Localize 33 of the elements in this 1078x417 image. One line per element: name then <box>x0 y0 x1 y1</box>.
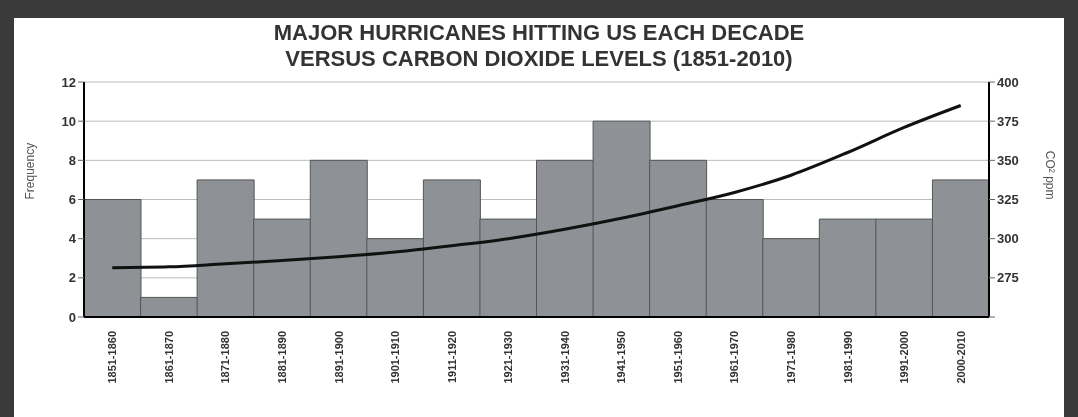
y-tick-label: 12 <box>61 74 76 90</box>
y2-axis-title: CO² ppm <box>1042 150 1057 200</box>
x-tick-label: 1951-1960 <box>671 331 684 384</box>
y-tick-label: 0 <box>68 309 76 325</box>
x-tick-label: 1871-1880 <box>219 331 232 384</box>
y-tick-label: 6 <box>68 192 76 208</box>
x-tick-label: 1961-1970 <box>728 331 741 384</box>
x-tick-label: 1971-1980 <box>785 331 798 384</box>
x-tick-label: 1911-1920 <box>445 331 458 383</box>
y2-tick-label: 400 <box>997 74 1019 90</box>
x-tick-label: 2000-2010 <box>954 331 967 384</box>
y2-tick-label: 375 <box>997 113 1019 129</box>
x-tick-label: 1921-1930 <box>502 331 515 384</box>
y-tick-label: 10 <box>61 113 76 129</box>
x-tick-label: 1901-1910 <box>389 331 402 384</box>
line-series <box>110 104 963 270</box>
y2-tick-label: 325 <box>997 192 1019 208</box>
x-tick-label: 1891-1900 <box>332 331 345 384</box>
y-tick-label: 2 <box>68 270 76 286</box>
chart-title: MAJOR HURRICANES HITTING US EACH DECADE VERSUS CARBON DIOXIDE LEVELS (1851-2010) <box>272 19 806 72</box>
x-tick-label: 1981-1990 <box>841 331 854 384</box>
y2-tick-label: 350 <box>997 152 1019 168</box>
y2-tick-label: 275 <box>997 270 1019 286</box>
y-tick-label: 8 <box>68 152 76 168</box>
x-tick-label: 1881-1890 <box>275 331 288 384</box>
x-tick-label: 1861-1870 <box>162 331 175 384</box>
x-tick-label: 1941-1950 <box>615 331 628 384</box>
x-tick-label: 1851-1860 <box>106 331 119 384</box>
y-axis-title: Frequency <box>23 142 38 200</box>
y-tick-label: 4 <box>68 231 77 247</box>
x-tick-label: 1931-1940 <box>558 331 571 384</box>
x-tick-label: 1991-2000 <box>898 331 911 384</box>
y2-tick-label: 300 <box>997 231 1019 247</box>
